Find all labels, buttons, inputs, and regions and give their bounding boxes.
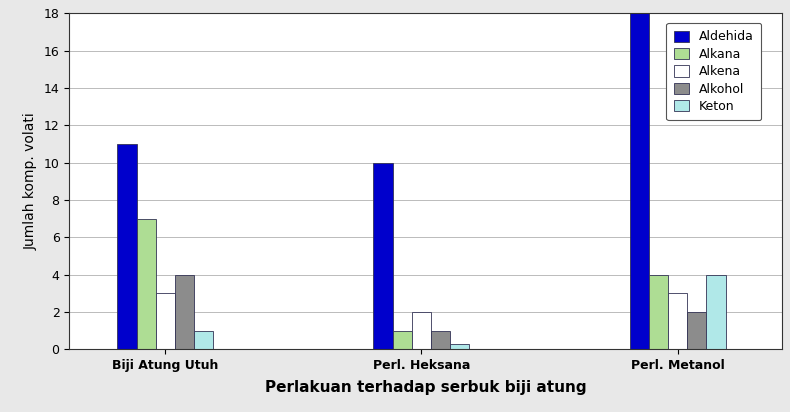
Bar (393, 331, 412, 349)
Bar (706, 275, 726, 349)
Bar (649, 275, 668, 349)
Bar (156, 293, 175, 349)
Bar (630, 13, 649, 349)
Bar (412, 312, 431, 349)
Bar (117, 144, 137, 349)
Bar (431, 331, 450, 349)
Bar (194, 331, 213, 349)
Bar (137, 219, 156, 349)
Bar (450, 344, 469, 349)
Legend: Aldehida, Alkana, Alkena, Alkohol, Keton: Aldehida, Alkana, Alkena, Alkohol, Keton (666, 23, 762, 120)
Bar (668, 293, 687, 349)
Y-axis label: Jumlah komp. volati: Jumlah komp. volati (24, 112, 38, 250)
Bar (374, 163, 393, 349)
Bar (175, 275, 194, 349)
X-axis label: Perlakuan terhadap serbuk biji atung: Perlakuan terhadap serbuk biji atung (265, 380, 586, 396)
Bar (687, 312, 706, 349)
